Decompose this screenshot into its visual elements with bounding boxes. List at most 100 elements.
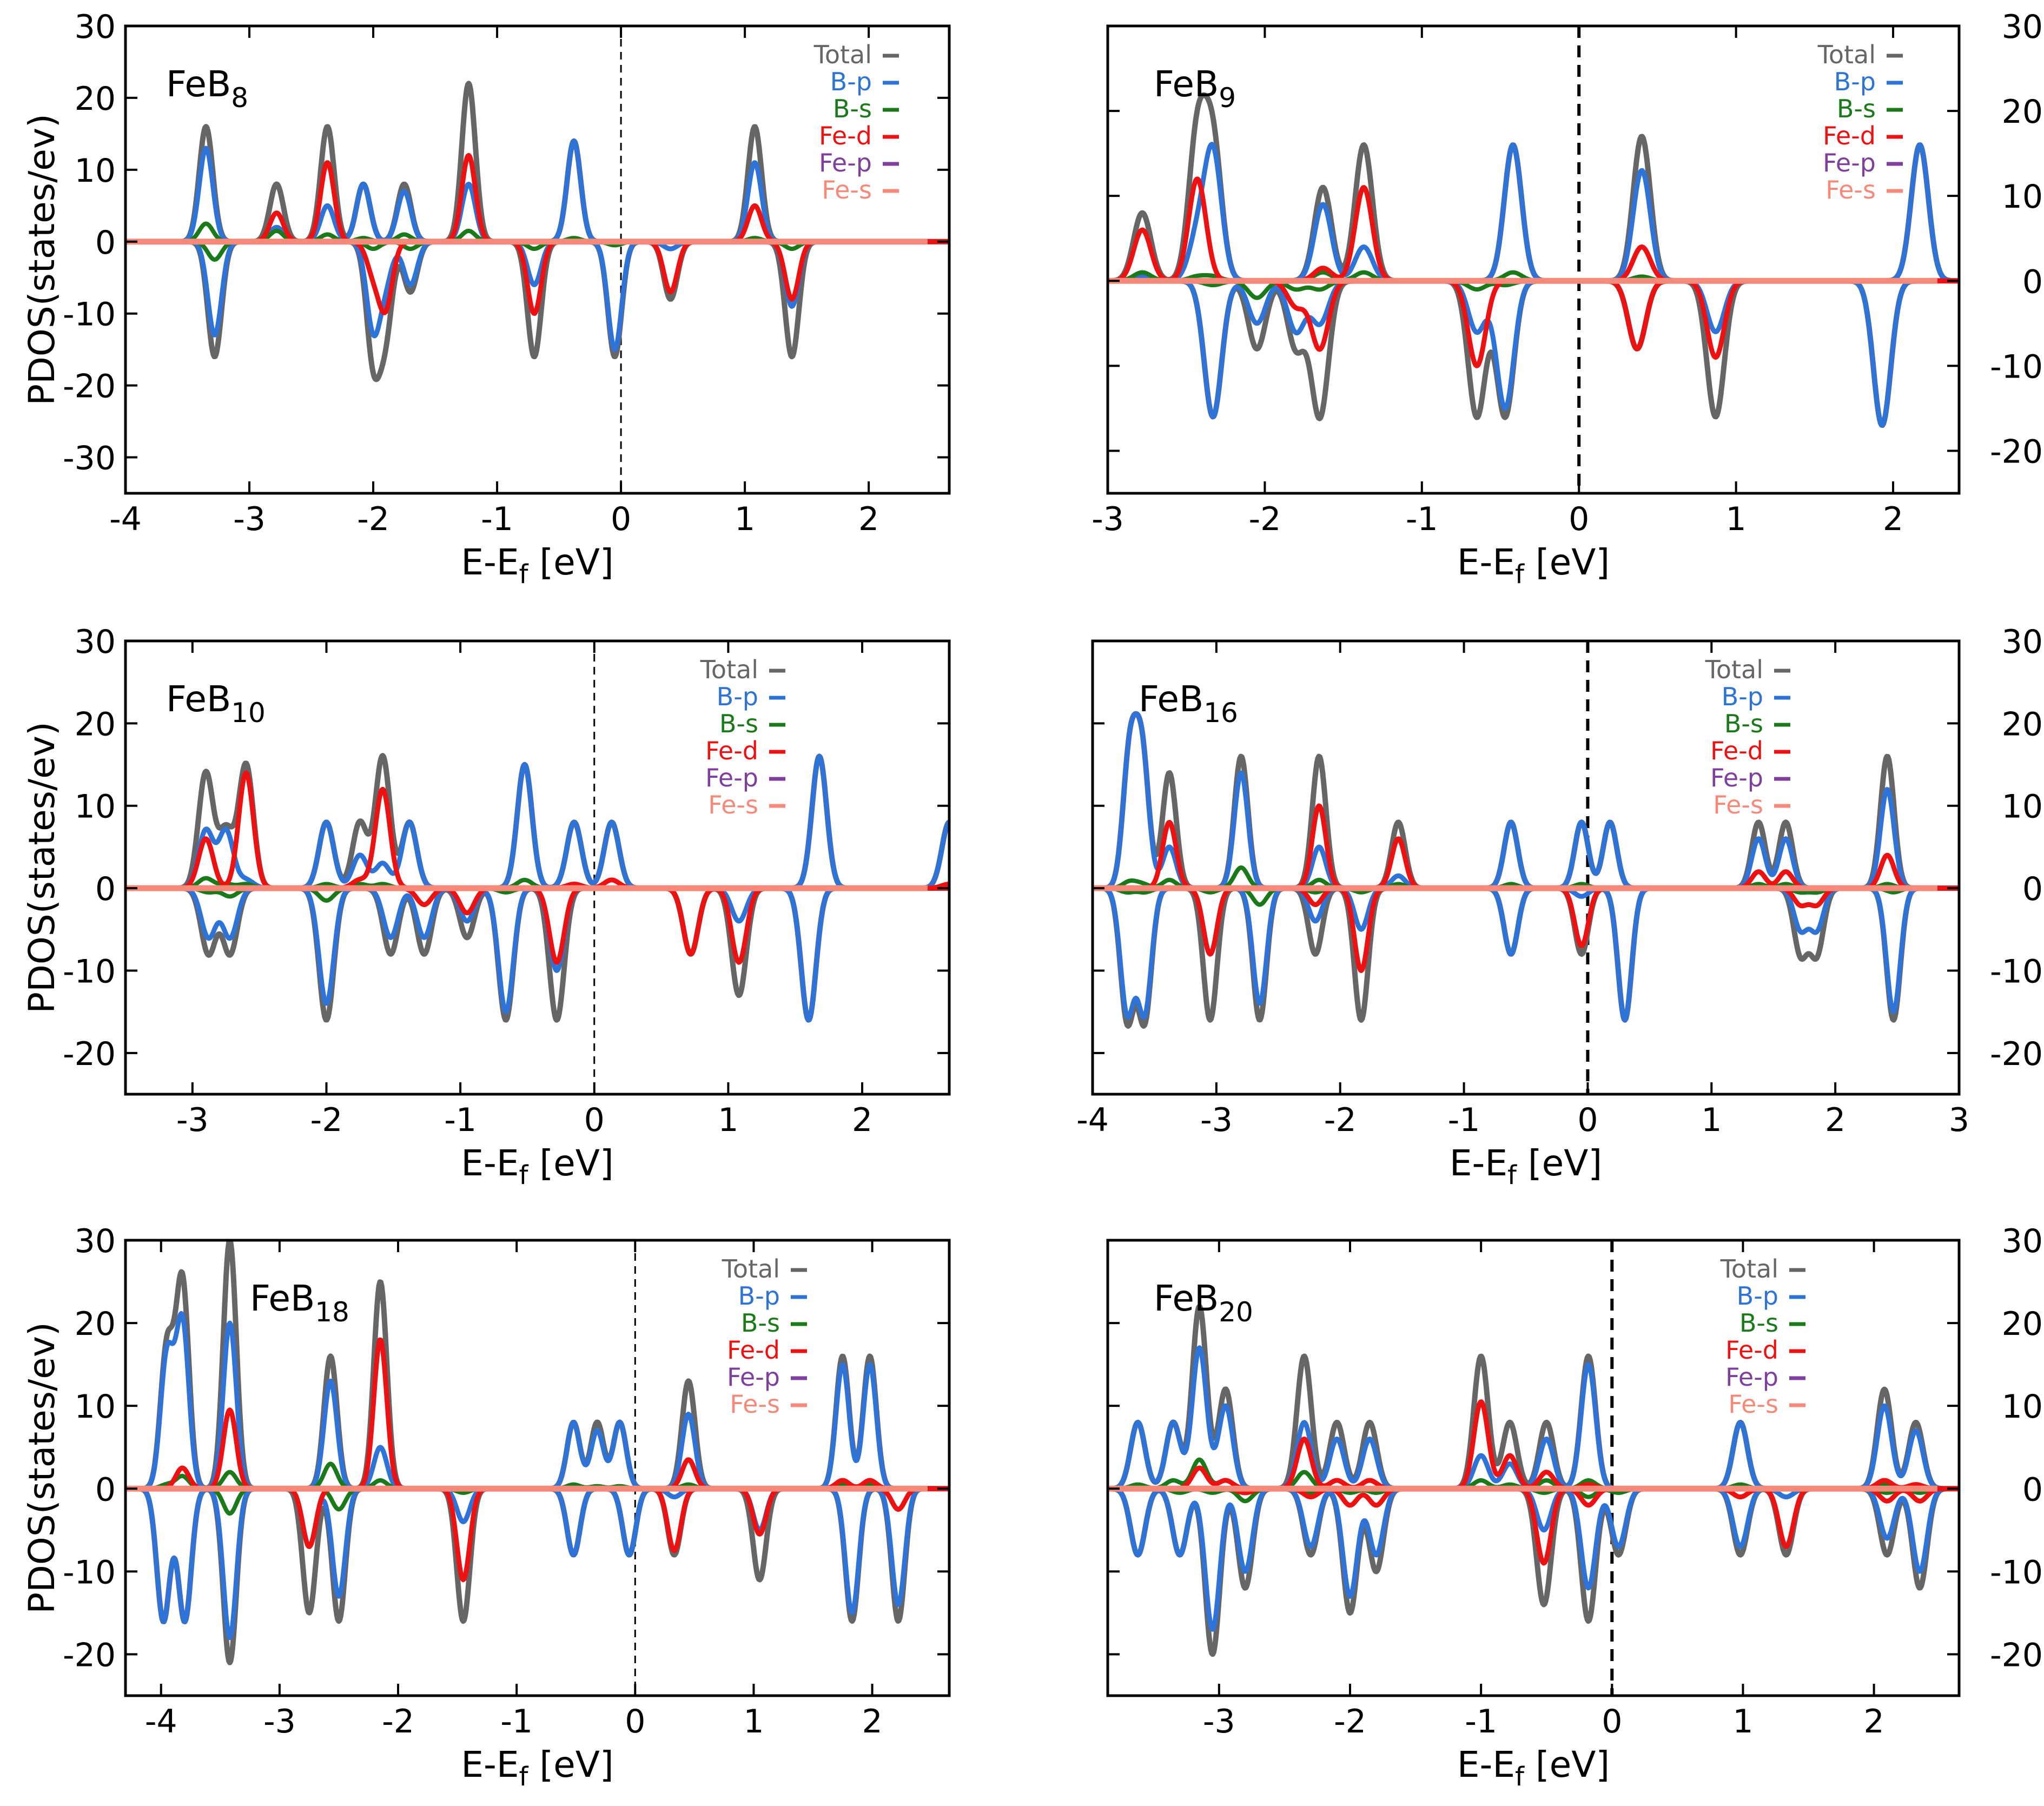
legend-label: Fe-s <box>822 175 872 204</box>
y-tick-label: -20 <box>1990 433 2043 471</box>
y-tick-label: 20 <box>75 80 116 118</box>
legend-label: B-p <box>1737 1281 1778 1311</box>
y-tick-label: 20 <box>2002 705 2043 743</box>
y-tick-label: -10 <box>1990 1553 2043 1591</box>
legend-label: Total <box>1817 40 1876 69</box>
legend-label: Fe-s <box>730 1390 780 1419</box>
legend-label: Fe-d <box>727 1335 780 1365</box>
legend-label: Fe-p <box>705 763 758 792</box>
b-p-dos-line-up <box>125 1311 949 1491</box>
y-tick-label: 10 <box>2002 1388 2043 1426</box>
legend-label: Fe-p <box>819 148 872 177</box>
total-dos-line-down <box>125 885 949 1023</box>
y-tick-label: 20 <box>2002 1305 2043 1343</box>
plot-frame <box>1106 24 1961 495</box>
legend-label: B-s <box>1724 709 1763 738</box>
x-tick-label: -1 <box>1448 1101 1480 1139</box>
x-tick-label: -4 <box>1076 1101 1109 1139</box>
legend-label: Fe-d <box>1823 121 1876 150</box>
y-tick-label: -10 <box>63 1553 116 1591</box>
y-tick-label: 30 <box>75 8 116 46</box>
legend-label: Fe-d <box>1710 736 1763 765</box>
x-tick-label: -3 <box>1092 500 1124 538</box>
y-tick-label: 30 <box>2002 8 2043 46</box>
legend-label: Total <box>722 1254 780 1284</box>
x-tick-label: -2 <box>357 500 389 538</box>
panel-title: FeB16 <box>1139 678 1238 729</box>
fe-d-dos-line-down <box>125 1486 949 1583</box>
x-tick-label: -2 <box>310 1101 343 1139</box>
y-tick-label: 30 <box>75 623 116 661</box>
y-tick-label: -20 <box>1990 1035 2043 1073</box>
legend-label: Total <box>700 655 758 684</box>
panel-title: FeB20 <box>1154 1278 1253 1328</box>
y-tick-label: -10 <box>63 296 116 334</box>
legend-label: B-s <box>1739 1308 1778 1338</box>
total-dos-line-down <box>1108 278 1959 428</box>
legend-label: Fe-s <box>1713 790 1763 819</box>
x-tick-label: 0 <box>625 1703 645 1741</box>
x-tick-label: -2 <box>382 1703 414 1741</box>
plot-frame <box>1091 639 1961 1096</box>
y-tick-label: 0 <box>2022 263 2043 301</box>
x-tick-label: -2 <box>1334 1703 1366 1741</box>
x-tick-label: 1 <box>735 500 755 538</box>
fe-d-dos-line-down <box>1108 278 1959 368</box>
y-tick-label: 0 <box>2022 870 2043 908</box>
y-tick-label: -10 <box>1990 348 2043 386</box>
x-axis-label: E-Ef [eV] <box>1457 1744 1610 1792</box>
legend-label: Fe-s <box>1728 1390 1778 1419</box>
x-tick-label: 1 <box>1732 1703 1753 1741</box>
legend-label: Total <box>1720 1254 1778 1284</box>
x-tick-label: -3 <box>176 1101 209 1139</box>
legend-label: Fe-d <box>1725 1335 1778 1365</box>
y-tick-label: -10 <box>63 952 116 990</box>
y-tick-label: 0 <box>95 224 116 262</box>
y-tick-label: 10 <box>75 1388 116 1426</box>
total-dos-line-up <box>1093 711 1959 891</box>
x-tick-label: 3 <box>1949 1101 1969 1139</box>
y-tick-label: 10 <box>2002 788 2043 826</box>
total-dos-line-up <box>125 1240 949 1492</box>
legend-label: Fe-p <box>1710 763 1763 792</box>
x-tick-label: 0 <box>1569 500 1589 538</box>
x-tick-label: 2 <box>1864 1703 1884 1741</box>
y-tick-label: 10 <box>75 152 116 190</box>
b-p-dos-line-down <box>1108 278 1959 428</box>
legend-label: Fe-d <box>705 736 758 765</box>
b-p-dos-line-down <box>125 1486 949 1640</box>
x-tick-label: 2 <box>1883 500 1903 538</box>
y-tick-label: -10 <box>1990 952 2043 990</box>
legend-label: Fe-d <box>819 121 872 150</box>
legend-label: B-p <box>830 67 872 96</box>
legend-label: Fe-p <box>1725 1362 1778 1392</box>
plot-frame <box>124 24 951 495</box>
x-tick-label: 0 <box>584 1101 605 1139</box>
plot-frame <box>1106 1239 1961 1697</box>
x-tick-label: 2 <box>862 1703 882 1741</box>
x-tick-label: 2 <box>1825 1101 1845 1139</box>
x-tick-label: 1 <box>1701 1101 1722 1139</box>
y-tick-label: 0 <box>2022 1471 2043 1509</box>
b-p-dos-line-up <box>1093 711 1959 891</box>
x-tick-label: -2 <box>1324 1101 1357 1139</box>
legend-label: B-p <box>717 682 758 711</box>
x-tick-label: 1 <box>743 1703 764 1741</box>
x-tick-label: -4 <box>109 500 142 538</box>
legend-label: Fe-p <box>727 1362 780 1392</box>
x-tick-label: 2 <box>852 1101 872 1139</box>
fe-d-dos-line-up <box>125 1337 949 1491</box>
y-tick-label: 0 <box>95 870 116 908</box>
y-tick-label: -20 <box>63 1035 116 1073</box>
y-tick-label: 10 <box>75 788 116 826</box>
y-tick-label: 30 <box>2002 623 2043 661</box>
y-tick-label: 20 <box>75 705 116 743</box>
x-tick-label: -1 <box>1406 500 1438 538</box>
